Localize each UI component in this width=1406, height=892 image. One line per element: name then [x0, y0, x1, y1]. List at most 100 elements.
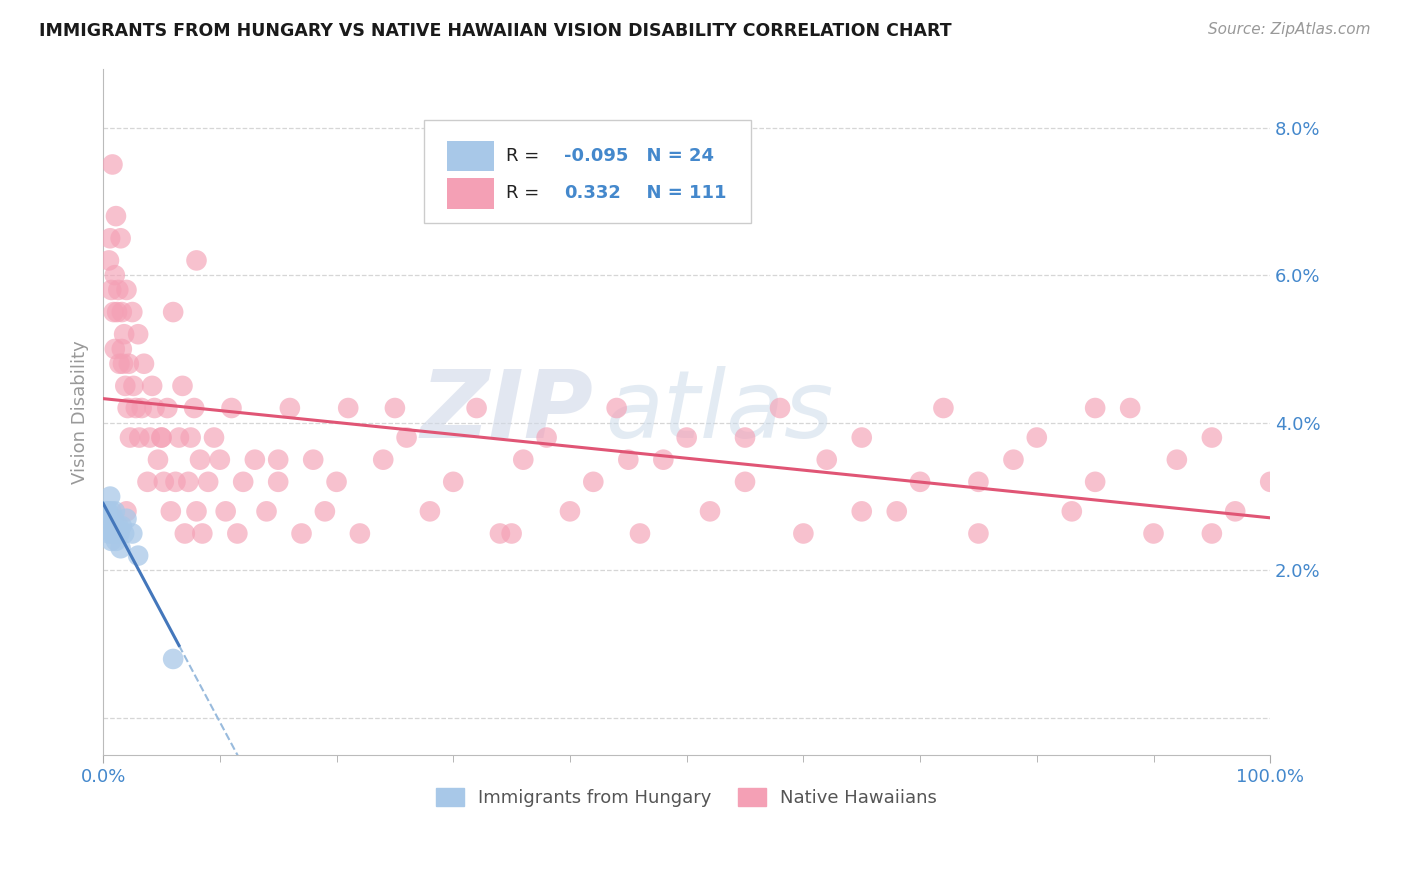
- Point: [104, 268, 127, 282]
- Text: 0.332: 0.332: [564, 185, 621, 202]
- Point: [132, 357, 155, 371]
- Y-axis label: Vision Disability: Vision Disability: [72, 340, 89, 483]
- Point: [232, 475, 254, 489]
- Point: [100, 504, 122, 518]
- Point: [815, 452, 838, 467]
- Point: [1201, 526, 1223, 541]
- Point: [96, 504, 118, 518]
- Point: [115, 512, 138, 526]
- Point: [197, 475, 219, 489]
- Text: R =: R =: [506, 185, 544, 202]
- Point: [512, 452, 534, 467]
- Point: [101, 526, 124, 541]
- Point: [226, 526, 249, 541]
- Point: [96, 519, 118, 533]
- Point: [1002, 452, 1025, 467]
- Point: [101, 157, 124, 171]
- Point: [734, 475, 756, 489]
- Point: [186, 253, 208, 268]
- Point: [110, 541, 132, 556]
- Point: [1025, 431, 1047, 445]
- Point: [111, 342, 134, 356]
- Point: [128, 431, 150, 445]
- Point: [617, 452, 640, 467]
- Point: [221, 401, 243, 415]
- Point: [967, 475, 990, 489]
- Bar: [447, 141, 494, 171]
- Point: [167, 431, 190, 445]
- Text: Source: ZipAtlas.com: Source: ZipAtlas.com: [1208, 22, 1371, 37]
- Point: [98, 512, 121, 526]
- Point: [125, 401, 148, 415]
- Point: [536, 431, 558, 445]
- Point: [107, 283, 129, 297]
- Point: [105, 305, 128, 319]
- Point: [441, 475, 464, 489]
- Point: [112, 526, 135, 541]
- Point: [100, 283, 122, 297]
- Point: [1084, 401, 1107, 415]
- Point: [156, 401, 179, 415]
- Point: [1201, 431, 1223, 445]
- Point: [243, 452, 266, 467]
- Text: ZIP: ZIP: [420, 366, 593, 458]
- Point: [582, 475, 605, 489]
- Point: [202, 431, 225, 445]
- Point: [325, 475, 347, 489]
- Point: [851, 504, 873, 518]
- Point: [103, 305, 125, 319]
- Point: [141, 379, 163, 393]
- Point: [395, 431, 418, 445]
- Point: [100, 533, 122, 548]
- Point: [1258, 475, 1281, 489]
- Point: [121, 526, 143, 541]
- Text: R =: R =: [506, 146, 544, 165]
- Point: [104, 209, 127, 223]
- Point: [103, 526, 125, 541]
- Point: [117, 401, 139, 415]
- Point: [131, 401, 153, 415]
- Point: [180, 431, 202, 445]
- Point: [165, 475, 187, 489]
- Point: [886, 504, 908, 518]
- Point: [1225, 504, 1247, 518]
- Point: [186, 504, 208, 518]
- Point: [107, 519, 129, 533]
- Point: [256, 504, 278, 518]
- Point: [384, 401, 406, 415]
- Point: [136, 475, 159, 489]
- Point: [111, 305, 134, 319]
- Text: atlas: atlas: [605, 367, 834, 458]
- Point: [97, 253, 120, 268]
- Point: [1060, 504, 1083, 518]
- Point: [1084, 475, 1107, 489]
- Point: [103, 512, 125, 526]
- Point: [143, 401, 166, 415]
- Legend: Immigrants from Hungary, Native Hawaiians: Immigrants from Hungary, Native Hawaiian…: [429, 780, 943, 814]
- Point: [215, 504, 238, 518]
- Point: [127, 327, 149, 342]
- Point: [967, 526, 990, 541]
- Point: [146, 452, 169, 467]
- Point: [932, 401, 955, 415]
- Point: [1166, 452, 1188, 467]
- Point: [105, 526, 128, 541]
- Text: -0.095: -0.095: [564, 146, 628, 165]
- Point: [314, 504, 336, 518]
- Point: [104, 519, 127, 533]
- Point: [162, 652, 184, 666]
- Point: [115, 283, 138, 297]
- Point: [188, 452, 211, 467]
- Point: [558, 504, 581, 518]
- Point: [465, 401, 488, 415]
- Text: N = 24: N = 24: [634, 146, 714, 165]
- Point: [908, 475, 931, 489]
- Point: [267, 475, 290, 489]
- Point: [302, 452, 325, 467]
- Point: [108, 526, 131, 541]
- Point: [267, 452, 290, 467]
- Point: [98, 231, 121, 245]
- Point: [150, 431, 173, 445]
- Point: [769, 401, 792, 415]
- Point: [191, 526, 214, 541]
